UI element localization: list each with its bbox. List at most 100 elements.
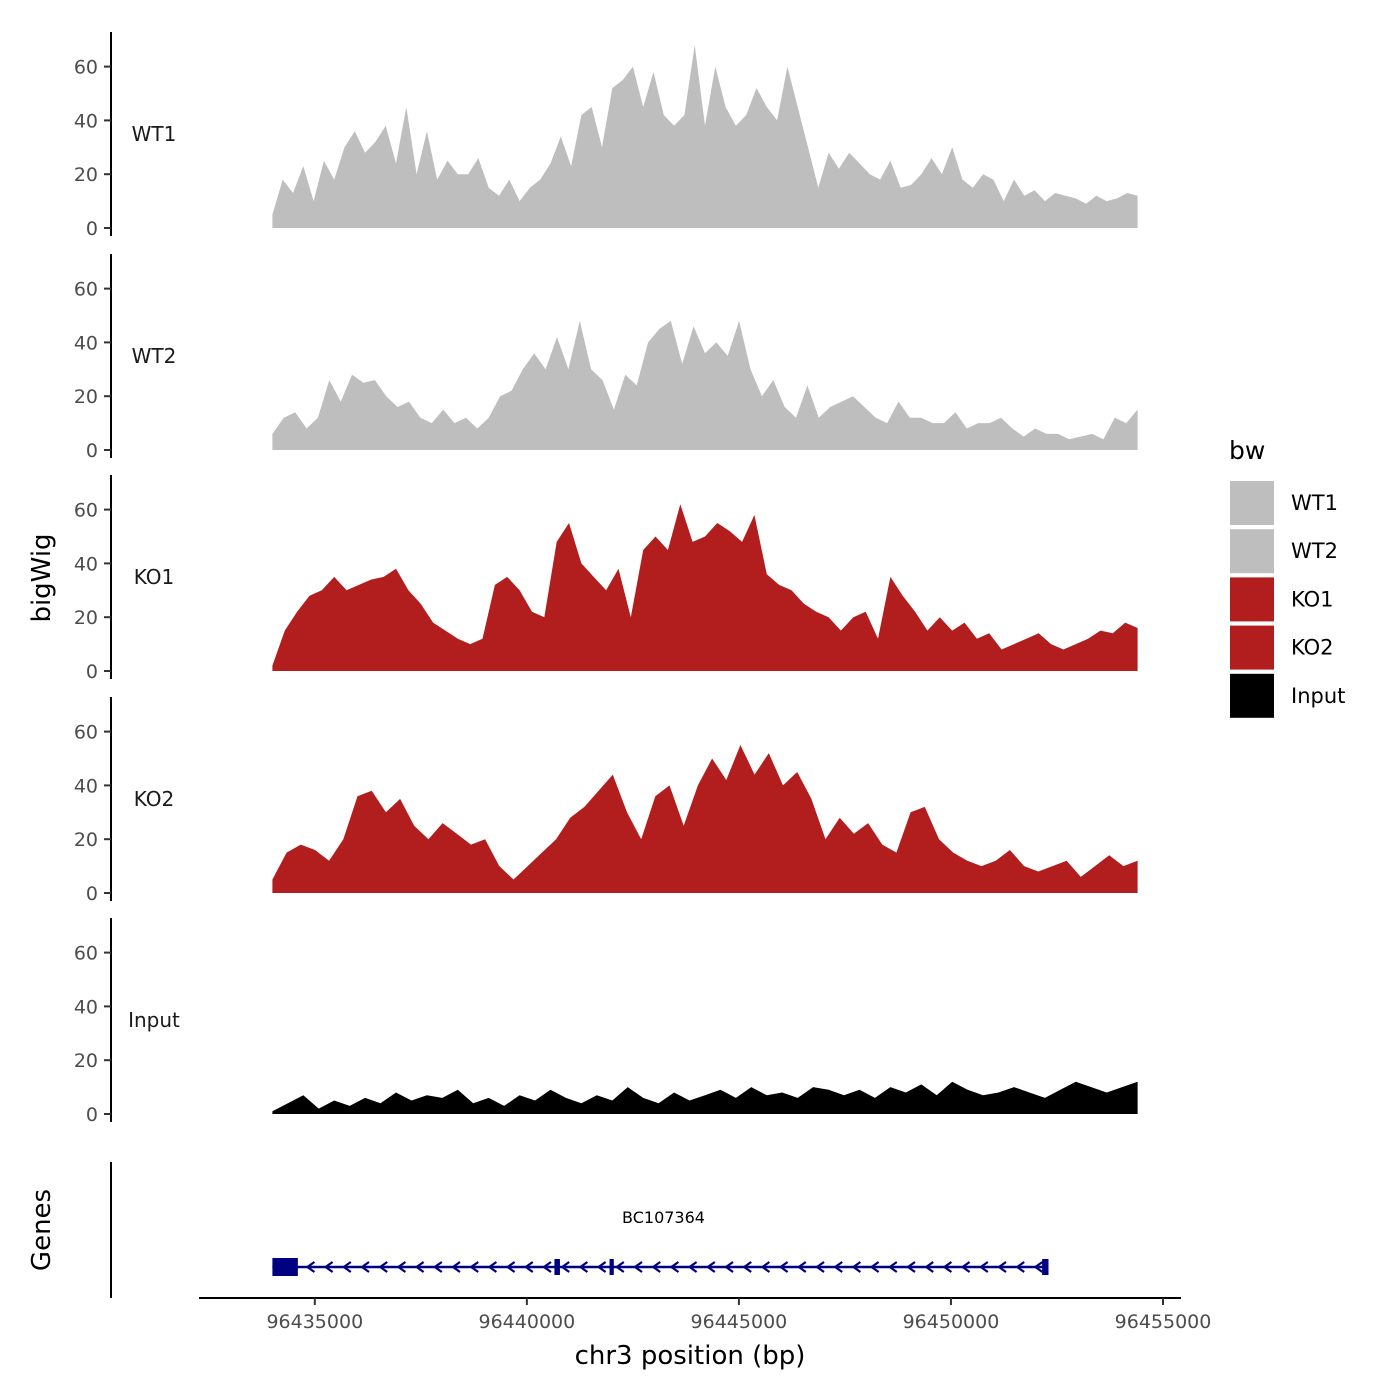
y-axis-title: bigWig [27,533,57,622]
coverage-area [272,45,1138,228]
strand-arrow [960,1261,971,1273]
strand-arrow [323,1261,334,1273]
legend-label: WT1 [1291,491,1338,515]
coverage-area [272,1081,1138,1114]
strand-arrow [1015,1261,1025,1273]
y-tick-label: 20 [74,386,98,408]
legend-item-ko2: KO2 [1228,623,1334,672]
strand-arrow [997,1261,1007,1273]
x-tick-label: 96440000 [479,1311,576,1333]
y-tick-label: 60 [74,943,98,965]
legend-swatch [1228,575,1276,624]
y-tick-label: 20 [74,607,98,629]
x-axis-title: chr3 position (bp) [575,1341,806,1371]
legend-item-ko1: KO1 [1228,575,1334,624]
y-tick-label: 60 [74,722,98,744]
track-label: WT2 [132,344,177,368]
y-tick-label: 20 [74,829,98,851]
x-tick-label: 96445000 [691,1311,788,1333]
y-tick-label: 40 [74,775,98,797]
strand-arrow [451,1261,461,1273]
strand-arrow [796,1261,807,1273]
legend-items: WT1 WT2 KO1 KO2 Input [1228,479,1345,720]
y-tick-label: 40 [74,332,98,354]
legend-swatch [1228,479,1276,527]
strand-arrow [687,1261,698,1273]
strand-arrow [596,1261,607,1273]
legend-label: WT2 [1291,539,1338,563]
legend-swatch [1228,671,1276,720]
strand-arrow [778,1261,789,1273]
gene-track-label: Genes [27,1189,57,1271]
strand-arrow [487,1261,498,1273]
y-tick-label: 0 [86,883,98,905]
strand-arrow [942,1261,953,1273]
y-tick-label: 60 [74,57,98,79]
gene-exon [1042,1259,1049,1275]
y-tick-label: 0 [86,1104,98,1126]
legend-item-input: Input [1228,671,1345,720]
gene-exon [272,1258,298,1276]
y-tick-label: 40 [74,996,98,1018]
strand-arrow [651,1261,661,1273]
y-tick-label: 40 [74,553,98,575]
track-label: KO2 [134,787,175,811]
track-wt1: 0 20 40 60 WT1 [74,32,1138,240]
strand-arrow [742,1261,752,1273]
gene-exon [609,1259,614,1275]
y-tick-label: 0 [86,661,98,683]
strand-arrow [560,1261,570,1273]
strand-arrow [614,1261,625,1273]
strand-arrow [378,1261,388,1273]
strand-arrow [669,1261,680,1273]
gene-track: Genes BC107364 [27,1162,1049,1298]
strand-arrow [542,1261,552,1273]
y-tick-label: 40 [74,110,98,132]
strand-arrow [305,1261,316,1273]
legend-label: KO1 [1291,587,1334,611]
strand-arrow [869,1261,880,1273]
legend-swatch [1228,623,1276,672]
legend: bw WT1 WT2 KO1 KO2 Input [1228,436,1345,720]
legend-item-wt2: WT2 [1228,527,1338,576]
y-tick-label: 60 [74,279,98,301]
strand-arrow [724,1261,734,1273]
x-axis-ticks: 96435000 96440000 96445000 96450000 96455000 [266,1298,1211,1333]
y-tick-label: 0 [86,440,98,462]
strand-arrow [414,1261,425,1273]
strand-arrow [851,1261,862,1273]
legend-title: bw [1229,436,1265,465]
gene-structure [272,1258,1049,1276]
y-tick-label: 20 [74,164,98,186]
strand-arrow [1033,1261,1044,1273]
x-tick-label: 96455000 [1115,1311,1212,1333]
strand-arrow [924,1261,934,1273]
track-label: Input [128,1008,180,1032]
legend-label: KO2 [1291,636,1334,660]
strand-arrow [833,1261,843,1273]
gene-name-label: BC107364 [622,1208,705,1227]
x-tick-label: 96435000 [266,1311,363,1333]
y-tick-label: 20 [74,1050,98,1072]
strand-arrow [396,1261,407,1273]
strand-arrow [705,1261,716,1273]
y-tick-label: 0 [86,218,98,240]
x-axis: 96435000 96440000 96445000 96450000 96455000… [199,1297,1211,1371]
strand-arrow [906,1261,916,1273]
strand-arrow [578,1261,589,1273]
strand-arrow [887,1261,898,1273]
track-ko1: 0 20 40 60 KO1 [74,475,1138,683]
track-label: WT1 [132,122,177,146]
legend-label: Input [1291,684,1345,708]
strand-arrow [633,1261,643,1273]
track-wt2: 0 20 40 60 WT2 [74,254,1138,462]
strand-arrow [341,1261,352,1273]
strand-arrow [360,1261,370,1273]
strand-arrow [815,1261,825,1273]
legend-swatch [1228,527,1276,576]
coverage-area [272,504,1138,671]
coverage-area [272,320,1138,450]
strand-arrow [523,1261,534,1273]
strand-arrow [469,1261,479,1273]
